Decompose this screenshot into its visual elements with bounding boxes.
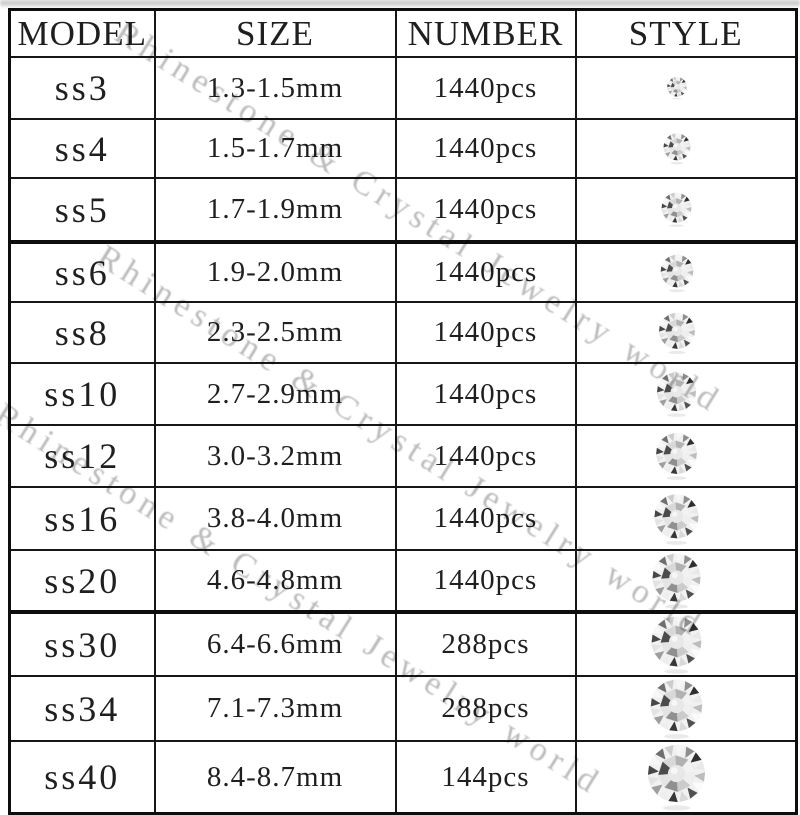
model-cell: ss16 xyxy=(8,486,156,551)
rhinestone-crystal-icon xyxy=(578,614,787,674)
number-cell: 288pcs xyxy=(394,675,577,742)
model-cell: ss20 xyxy=(8,549,156,614)
rhinestone-crystal-icon xyxy=(578,431,787,481)
number-cell: 1440pcs xyxy=(394,241,577,303)
size-cell: 1.7-1.9mm xyxy=(153,177,397,244)
model-cell: ss30 xyxy=(8,611,156,677)
size-cell: 3.0-3.2mm xyxy=(153,424,397,488)
size-cell: 7.1-7.3mm xyxy=(153,675,397,742)
model-cell: ss4 xyxy=(8,118,156,179)
table-row: ss30 6.4-6.6mm 288pcs xyxy=(8,611,798,677)
rhinestone-spec-table: MODEL SIZE NUMBER STYLE ss3 1.3-1.5mm 14… xyxy=(8,8,798,815)
rhinestone-crystal-icon xyxy=(578,678,787,739)
table-row: ss12 3.0-3.2mm 1440pcs xyxy=(8,424,798,488)
table-row: ss40 8.4-8.7mm 144pcs xyxy=(8,740,798,815)
table-row: ss34 7.1-7.3mm 288pcs xyxy=(8,675,798,742)
style-cell xyxy=(574,241,798,303)
model-cell: ss10 xyxy=(8,362,156,426)
table-row: ss8 2.3-2.5mm 1440pcs xyxy=(8,301,798,364)
rhinestone-crystal-icon xyxy=(578,132,787,165)
rhinestone-crystal-icon xyxy=(578,743,787,812)
model-cell: ss5 xyxy=(8,177,156,244)
table-row: ss5 1.7-1.9mm 1440pcs xyxy=(8,177,798,244)
rhinestone-crystal-icon xyxy=(578,76,787,100)
style-cell xyxy=(574,611,798,677)
number-cell: 1440pcs xyxy=(394,56,577,120)
table-row: ss6 1.9-2.0mm 1440pcs xyxy=(8,241,798,303)
table-header-row: MODEL SIZE NUMBER STYLE xyxy=(8,8,798,58)
size-cell: 1.3-1.5mm xyxy=(153,56,397,120)
number-cell: 288pcs xyxy=(394,611,577,677)
model-cell: ss8 xyxy=(8,301,156,364)
column-header-size: SIZE xyxy=(153,8,397,58)
column-header-style: STYLE xyxy=(574,8,798,58)
table-row: ss20 4.6-4.8mm 1440pcs xyxy=(8,549,798,614)
model-cell: ss3 xyxy=(8,56,156,120)
rhinestone-crystal-icon xyxy=(578,370,787,418)
style-cell xyxy=(574,118,798,179)
table-row: ss16 3.8-4.0mm 1440pcs xyxy=(8,486,798,551)
size-cell: 4.6-4.8mm xyxy=(153,549,397,614)
style-cell xyxy=(574,675,798,742)
table-row: ss3 1.3-1.5mm 1440pcs xyxy=(8,56,798,120)
style-cell xyxy=(574,740,798,815)
number-cell: 1440pcs xyxy=(394,301,577,364)
rhinestone-crystal-icon xyxy=(578,492,787,546)
number-cell: 1440pcs xyxy=(394,177,577,244)
number-cell: 1440pcs xyxy=(394,549,577,614)
rhinestone-crystal-icon xyxy=(578,191,787,228)
model-cell: ss40 xyxy=(8,740,156,815)
column-header-number: NUMBER xyxy=(394,8,577,58)
table-row: ss4 1.5-1.7mm 1440pcs xyxy=(8,118,798,179)
size-cell: 2.3-2.5mm xyxy=(153,301,397,364)
column-header-model: MODEL xyxy=(8,8,156,58)
size-cell: 1.9-2.0mm xyxy=(153,241,397,303)
photo-top-edge-smudge xyxy=(0,0,800,6)
number-cell: 1440pcs xyxy=(394,362,577,426)
number-cell: 1440pcs xyxy=(394,486,577,551)
number-cell: 1440pcs xyxy=(394,118,577,179)
rhinestone-crystal-icon xyxy=(578,253,787,293)
style-cell xyxy=(574,486,798,551)
rhinestone-crystal-icon xyxy=(578,552,787,608)
size-cell: 8.4-8.7mm xyxy=(153,740,397,815)
rhinestone-crystal-icon xyxy=(578,311,787,355)
style-cell xyxy=(574,424,798,488)
size-cell: 1.5-1.7mm xyxy=(153,118,397,179)
number-cell: 144pcs xyxy=(394,740,577,815)
model-cell: ss34 xyxy=(8,675,156,742)
table-row: ss10 2.7-2.9mm 1440pcs xyxy=(8,362,798,426)
model-cell: ss12 xyxy=(8,424,156,488)
style-cell xyxy=(574,177,798,244)
size-cell: 3.8-4.0mm xyxy=(153,486,397,551)
number-cell: 1440pcs xyxy=(394,424,577,488)
style-cell xyxy=(574,549,798,614)
style-cell xyxy=(574,362,798,426)
size-cell: 2.7-2.9mm xyxy=(153,362,397,426)
style-cell xyxy=(574,301,798,364)
model-cell: ss6 xyxy=(8,241,156,303)
size-cell: 6.4-6.6mm xyxy=(153,611,397,677)
style-cell xyxy=(574,56,798,120)
